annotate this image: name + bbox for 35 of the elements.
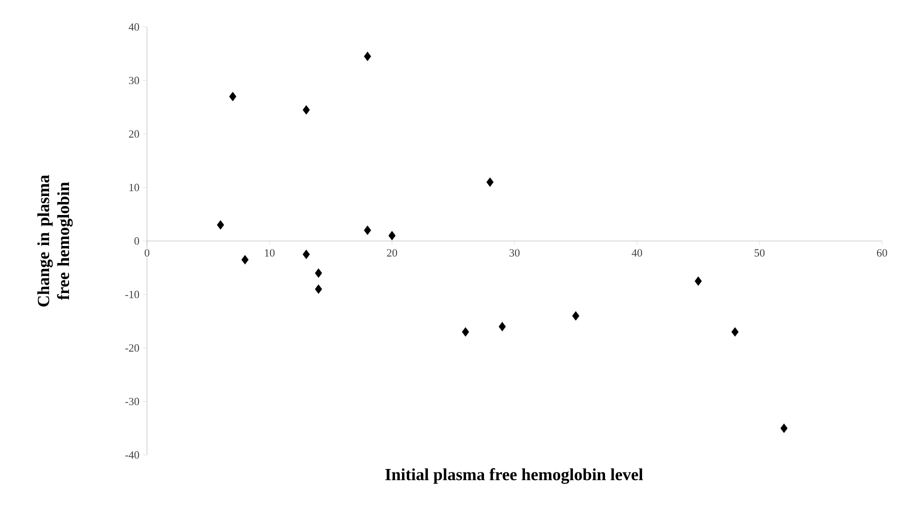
point bbox=[364, 52, 372, 62]
y-tick-label: -40 bbox=[125, 451, 140, 459]
y-tick-label: -10 bbox=[125, 290, 140, 298]
y-tick-label: -30 bbox=[125, 398, 140, 406]
point bbox=[216, 220, 224, 230]
y-tick-label: 40 bbox=[128, 23, 140, 31]
point bbox=[302, 105, 310, 115]
x-tick-label: 60 bbox=[876, 249, 888, 257]
y-tick-label: 20 bbox=[129, 130, 140, 138]
y-tick-label: 10 bbox=[130, 184, 140, 192]
point bbox=[731, 327, 739, 337]
point bbox=[314, 284, 322, 294]
x-tick-label: 40 bbox=[632, 249, 642, 257]
y-tick-label: 30 bbox=[129, 76, 140, 84]
point bbox=[486, 177, 494, 187]
point bbox=[572, 311, 580, 321]
x-tick-label: 50 bbox=[754, 249, 765, 257]
point bbox=[498, 322, 506, 332]
point bbox=[780, 424, 788, 433]
point bbox=[388, 230, 396, 240]
point bbox=[229, 92, 236, 102]
x-tick-label: 30 bbox=[510, 249, 520, 257]
point bbox=[462, 327, 470, 337]
y-axis-title: Change in plasma free hemoglobin bbox=[37, 174, 73, 307]
point bbox=[302, 250, 310, 260]
x-tick-label: 20 bbox=[387, 249, 398, 257]
x-axis-title: Initial plasma free hemoglobin level bbox=[385, 468, 643, 484]
x-tick-label: 10 bbox=[265, 249, 275, 257]
y-tick-label: 0 bbox=[134, 237, 140, 245]
point bbox=[314, 268, 322, 278]
x-tick-label: 0 bbox=[144, 249, 150, 257]
point bbox=[694, 276, 702, 286]
point bbox=[241, 255, 249, 264]
y-tick-label: -20 bbox=[125, 344, 140, 352]
point bbox=[364, 226, 372, 235]
